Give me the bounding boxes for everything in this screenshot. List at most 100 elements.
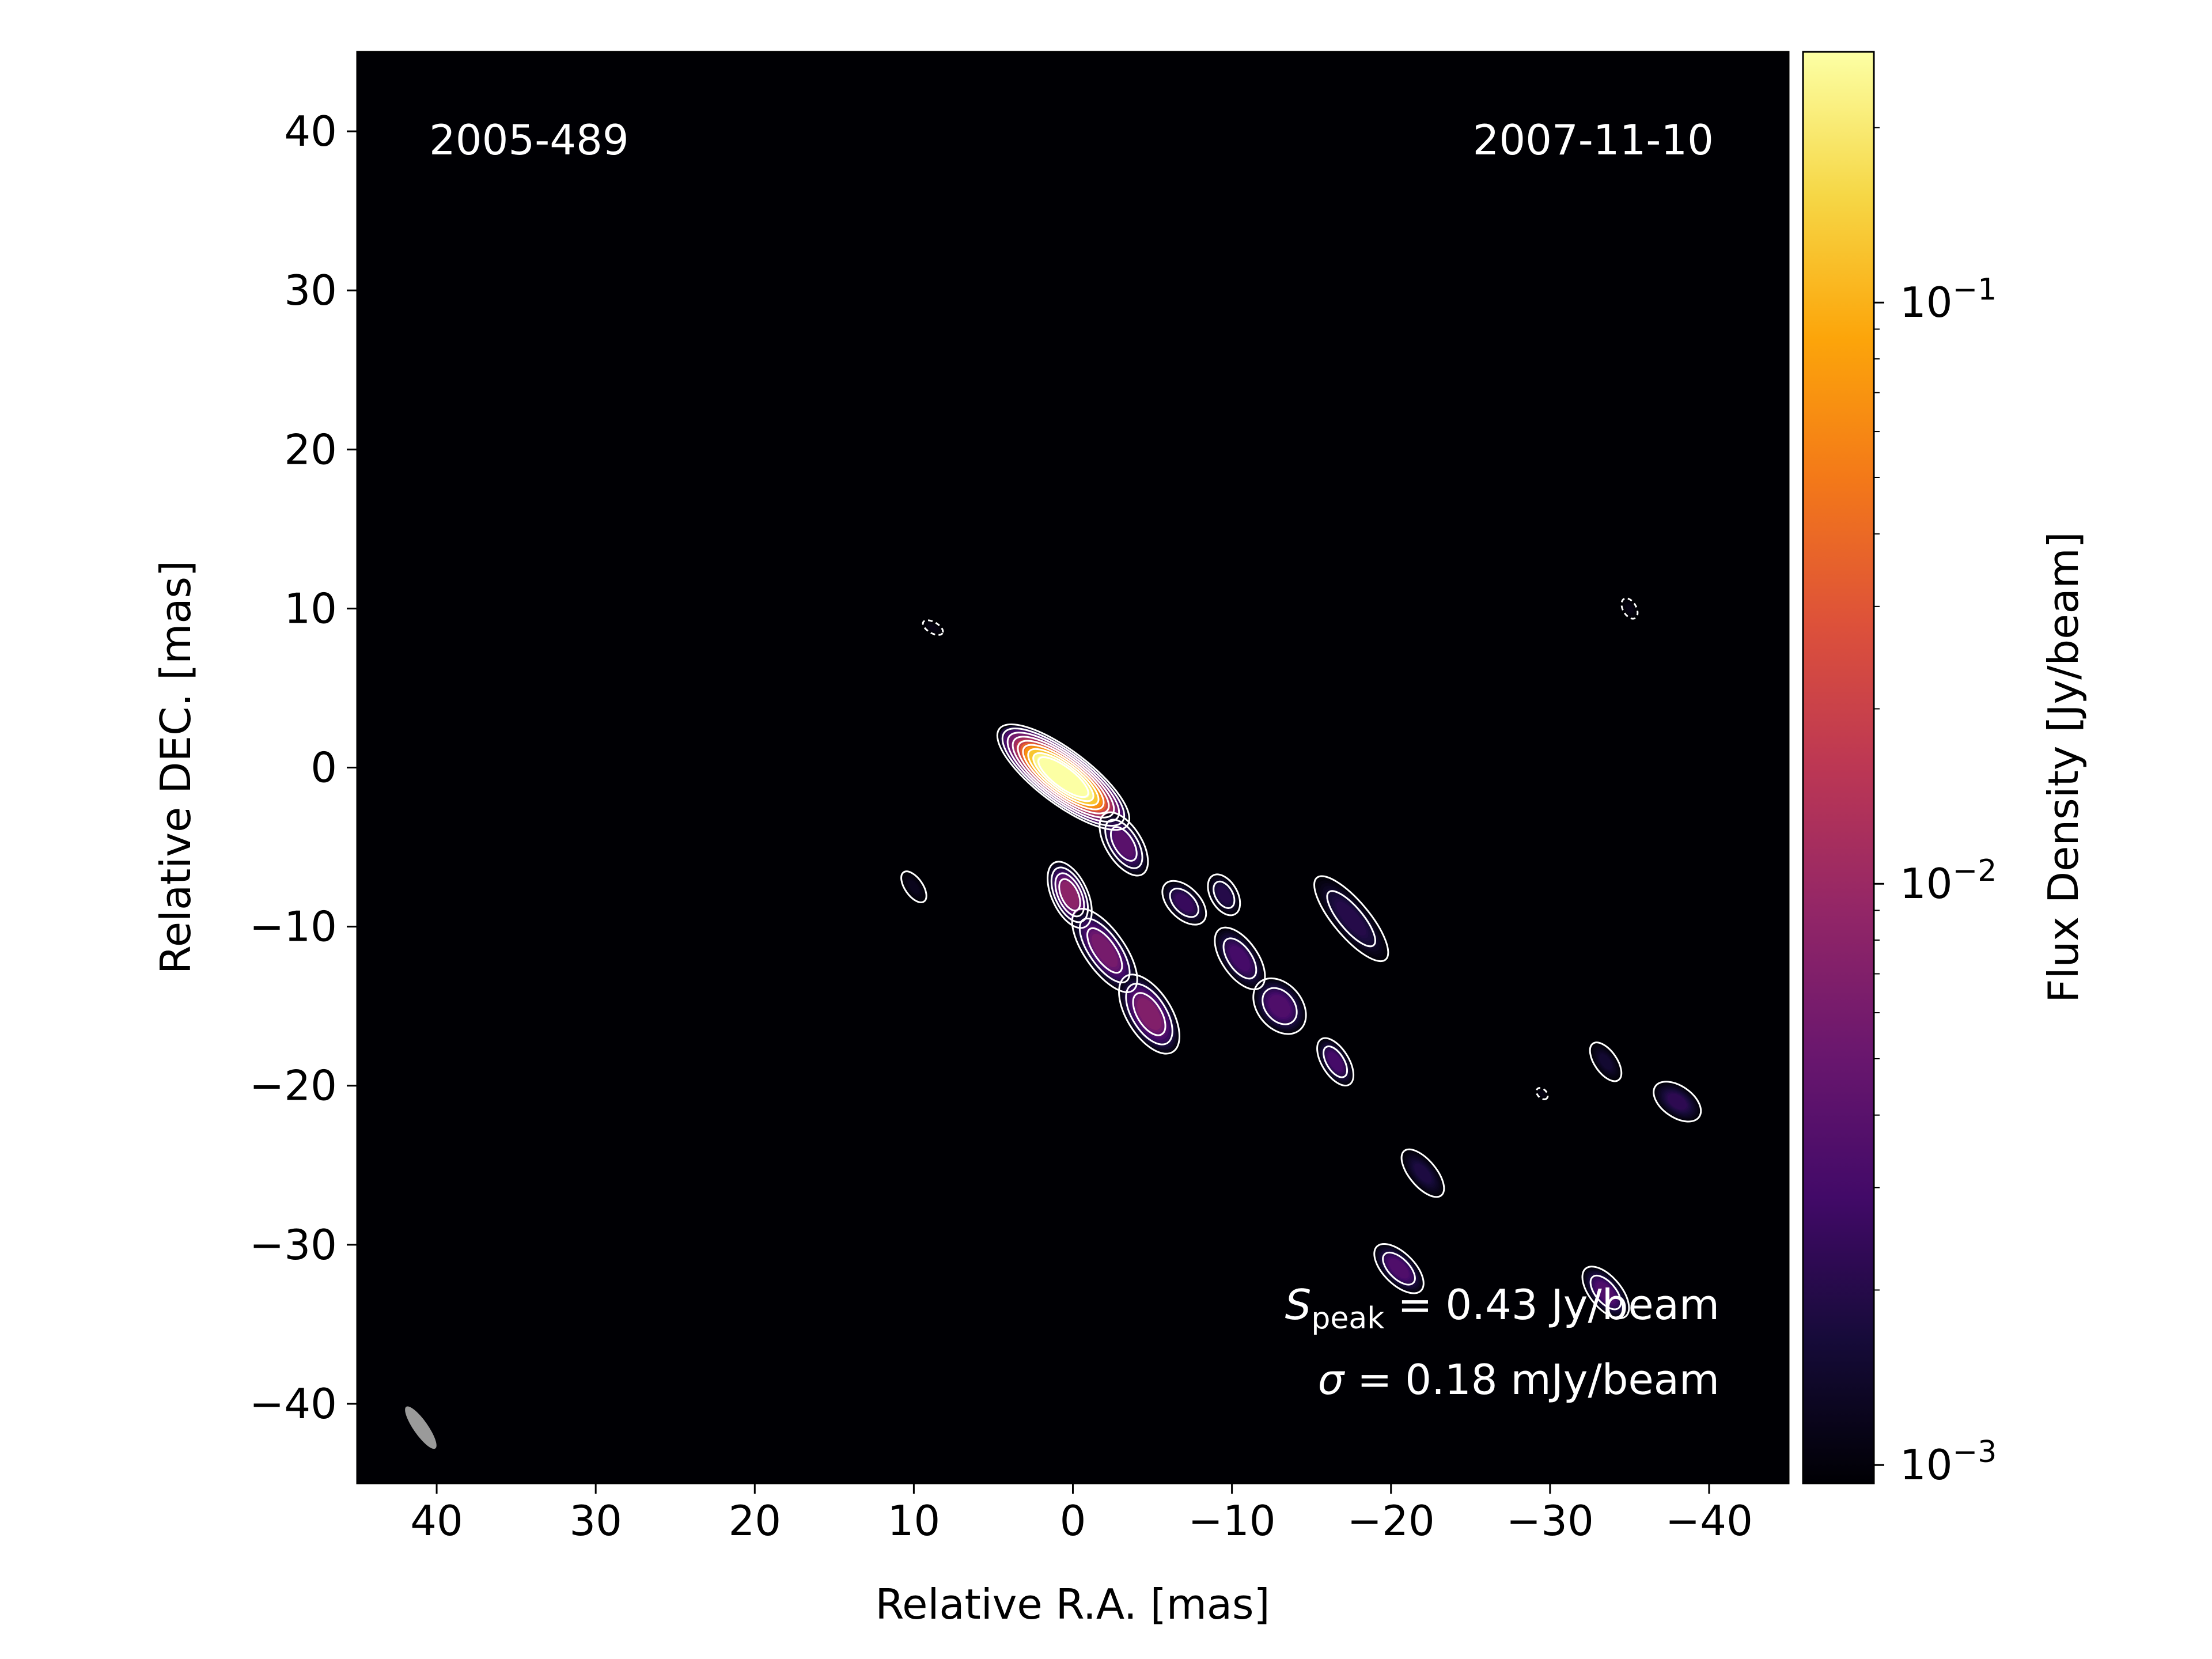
contour-line <box>1653 1081 1702 1123</box>
peak-symbol: S <box>1285 1281 1312 1329</box>
epoch-label: 2007-11-10 <box>1473 116 1714 164</box>
colorbar-tick-label: 10−2 <box>1900 854 1997 908</box>
y-tick-label: 10 <box>284 584 337 632</box>
y-tick-label: 20 <box>284 425 337 474</box>
contour-line <box>1125 983 1173 1046</box>
contour-line <box>1589 1274 1622 1310</box>
flux-band <box>1229 946 1250 971</box>
flux-band <box>1414 1164 1431 1183</box>
peak-value: = 0.43 Jy/beam <box>1384 1281 1719 1329</box>
x-tick-label: −30 <box>1506 1497 1594 1545</box>
flux-band <box>1092 934 1118 968</box>
contour-line <box>1222 937 1257 980</box>
contour-line <box>1118 974 1181 1055</box>
contour-line <box>1535 1087 1549 1100</box>
contour-line <box>1086 927 1123 974</box>
contour-line <box>1169 888 1199 918</box>
flux-band <box>908 880 919 893</box>
contour-line <box>1109 826 1138 862</box>
peak-subscript: peak <box>1311 1301 1384 1336</box>
flux-band <box>1060 881 1079 908</box>
x-tick-label: 30 <box>569 1497 622 1545</box>
contour-line <box>1326 890 1376 948</box>
contour-line <box>1037 756 1089 798</box>
contour-line <box>1099 811 1149 877</box>
colorbar-label: Flux Density [Jy/beam] <box>2039 532 2088 1003</box>
y-axis-ticks: 40 30 20 10 0 −10 −20 −30 −40 <box>249 107 357 1428</box>
contour-line <box>1006 732 1120 823</box>
contour-line <box>996 723 1131 831</box>
contour-line <box>1104 819 1143 869</box>
contour-line <box>1132 992 1166 1036</box>
contour-line <box>1032 752 1094 802</box>
beam-ellipse <box>405 1406 437 1449</box>
colorbar <box>1802 51 1875 1484</box>
flux-band <box>1137 998 1162 1030</box>
flux-band <box>1175 893 1193 912</box>
contour-line <box>1017 740 1110 815</box>
contour-line <box>1012 736 1115 819</box>
flux-color-fill <box>902 599 1700 1318</box>
contour-line <box>1323 1046 1349 1078</box>
flux-band <box>1037 756 1090 798</box>
contour-line <box>1214 926 1266 991</box>
x-tick-label: 40 <box>410 1497 463 1545</box>
y-tick-label: −20 <box>249 1062 337 1110</box>
contour-line <box>1078 917 1131 984</box>
flux-band <box>1668 1093 1687 1110</box>
contour-line <box>1620 597 1639 620</box>
contour-line <box>1589 1041 1623 1082</box>
contour-line <box>1382 1251 1416 1286</box>
contour-line <box>1316 1037 1355 1087</box>
contour-line <box>1400 1148 1445 1198</box>
x-tick-label: −20 <box>1347 1497 1435 1545</box>
x-tick-label: 10 <box>888 1497 941 1545</box>
contour-line <box>1313 875 1389 963</box>
contour-line <box>1001 728 1126 827</box>
flux-band <box>1269 995 1290 1018</box>
flux-band <box>1328 1052 1343 1071</box>
y-axis-label: Relative DEC. [mas] <box>151 560 200 974</box>
contour-line <box>1373 1243 1425 1294</box>
x-axis-label: Relative R.A. [mas] <box>875 1580 1270 1628</box>
contour-line <box>1207 873 1241 916</box>
contour-line <box>1054 872 1085 918</box>
y-tick-label: 30 <box>284 266 337 315</box>
x-tick-label: −40 <box>1665 1497 1753 1545</box>
flux-contours <box>900 597 1702 1320</box>
source-name-label: 2005-489 <box>429 116 629 164</box>
flux-band <box>1596 1282 1615 1303</box>
flux-band <box>1389 1259 1409 1279</box>
colorbar-ticks: 10−1 10−2 10−3 <box>1874 127 1997 1489</box>
flux-band <box>1336 902 1366 936</box>
contour-line <box>1071 908 1138 993</box>
y-tick-label: −40 <box>249 1380 337 1428</box>
y-tick-label: −10 <box>249 903 337 951</box>
y-tick-label: 40 <box>284 107 337 156</box>
flux-map <box>405 597 1702 1449</box>
noise-annotation: σ = 0.18 mJy/beam <box>1318 1355 1719 1404</box>
flux-band <box>1540 1091 1544 1096</box>
flux-band <box>1114 831 1134 857</box>
flux-band <box>1626 604 1633 613</box>
contour-line <box>1252 977 1307 1035</box>
x-axis-ticks: 40 30 20 10 0 −10 −20 −30 −40 <box>410 1483 1753 1545</box>
x-tick-label: −10 <box>1188 1497 1276 1545</box>
contour-line <box>1581 1266 1630 1320</box>
contour-line <box>1047 861 1093 929</box>
x-tick-label: 20 <box>728 1497 781 1545</box>
y-tick-label: −30 <box>249 1221 337 1269</box>
contour-line <box>1027 748 1100 806</box>
sigma-value: = 0.18 mJy/beam <box>1344 1355 1719 1404</box>
flux-band <box>1217 887 1230 903</box>
flux-band <box>929 624 937 631</box>
contour-line <box>1022 744 1105 810</box>
sigma-symbol: σ <box>1318 1355 1346 1404</box>
peak-flux-annotation: Speak = 0.43 Jy/beam <box>1285 1281 1719 1336</box>
x-tick-label: 0 <box>1060 1497 1086 1545</box>
colorbar-tick-label: 10−1 <box>1900 272 1997 327</box>
contour-line <box>900 870 927 903</box>
flux-band <box>1599 1054 1612 1070</box>
contour-line <box>1213 880 1236 909</box>
